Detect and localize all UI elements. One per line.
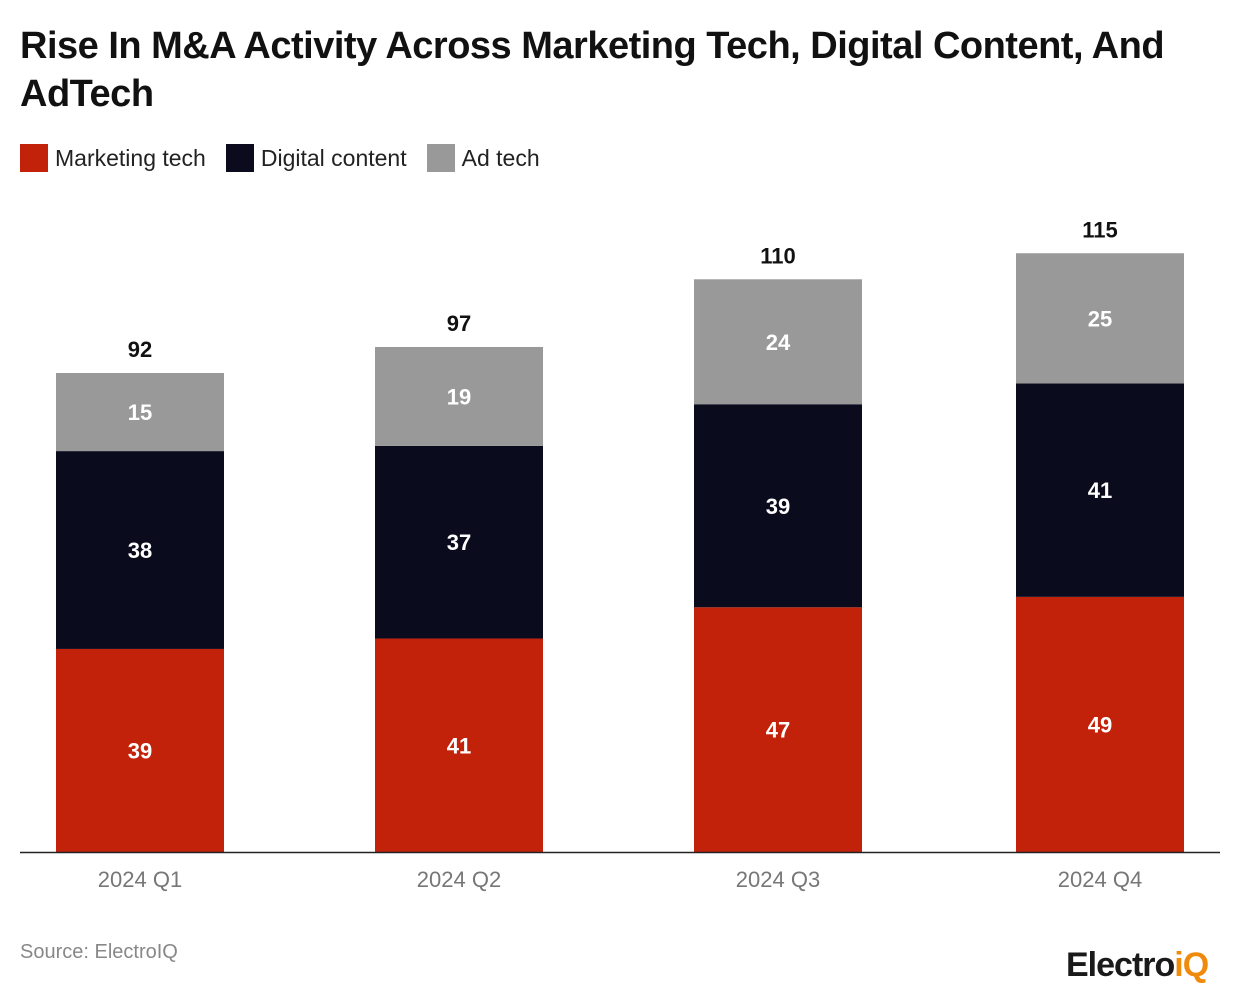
legend-label: Marketing tech [55, 144, 206, 171]
bar-segment [375, 445, 543, 639]
data-label: 39 [128, 738, 152, 763]
data-label: 25 [1088, 306, 1112, 331]
data-label: 39 [766, 494, 790, 519]
bar-segment [694, 607, 862, 852]
data-label: 19 [447, 384, 471, 409]
total-label: 92 [128, 337, 152, 362]
bar-segment [694, 404, 862, 608]
bar-segment [1016, 383, 1184, 597]
bar-segment [56, 648, 224, 852]
total-label: 97 [447, 311, 471, 336]
total-label: 110 [760, 243, 796, 268]
bar-segment [1016, 596, 1184, 852]
legend-swatch [225, 144, 254, 172]
chart-title: Rise In M&A Activity Across Marketing Te… [20, 25, 1165, 115]
logo-text: Electro [1066, 946, 1175, 984]
data-label: 41 [447, 733, 471, 758]
x-tick-label: 2024 Q1 [98, 867, 182, 892]
bar-segment [375, 346, 543, 446]
electroiq-logo: ElectroiQ [1066, 946, 1209, 985]
x-tick-label: 2024 Q4 [1058, 867, 1142, 892]
data-label: 49 [1088, 712, 1112, 737]
logo-accent: iQ [1174, 946, 1209, 984]
total-label: 115 [1082, 217, 1118, 242]
data-label: 37 [447, 530, 471, 555]
legend-swatch [20, 144, 48, 172]
legend-label: Ad tech [461, 144, 540, 171]
legend-swatch [426, 144, 455, 172]
x-tick-label: 2024 Q3 [736, 867, 820, 892]
bar-segment [56, 451, 224, 649]
bar-segment [56, 373, 224, 452]
bar-segment [1016, 253, 1184, 384]
legend: Marketing tech Digital content Ad tech [20, 144, 540, 172]
data-label: 47 [766, 718, 790, 743]
legend-item: Digital content [225, 144, 407, 172]
x-tick-label: 2024 Q2 [417, 867, 501, 892]
data-label: 41 [1088, 478, 1112, 503]
bar-segment [694, 279, 862, 405]
legend-item: Ad tech [426, 144, 540, 172]
source-note: Source: ElectroIQ [20, 941, 178, 963]
data-label: 15 [128, 400, 152, 425]
bar-segment [375, 638, 543, 852]
data-label: 38 [128, 538, 152, 563]
legend-label: Digital content [260, 144, 407, 171]
legend-item: Marketing tech [20, 144, 206, 172]
data-label: 24 [766, 330, 791, 355]
